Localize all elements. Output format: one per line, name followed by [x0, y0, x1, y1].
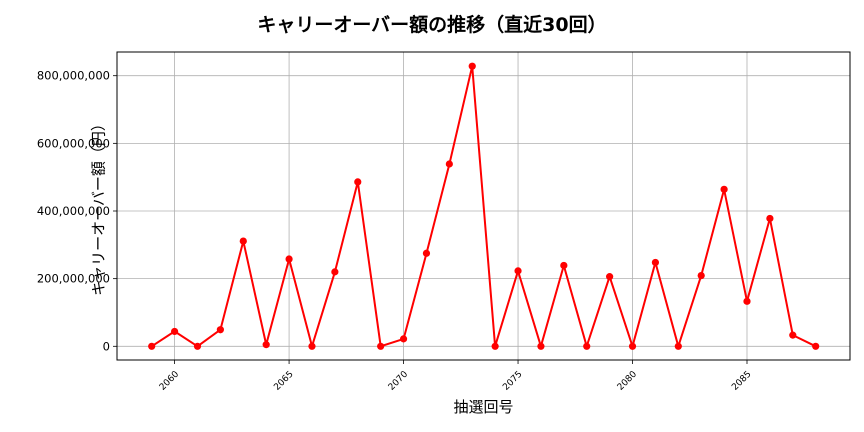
plot-frame	[116, 51, 851, 361]
data-point	[308, 342, 316, 350]
data-point	[468, 62, 476, 70]
y-tick-label: 800,000,000	[37, 69, 110, 83]
data-point	[720, 185, 728, 193]
data-point	[331, 268, 339, 276]
y-tick-label: 200,000,000	[37, 272, 110, 286]
data-point	[606, 273, 614, 281]
x-tick-label: 2070	[387, 369, 410, 392]
data-point	[537, 342, 545, 350]
data-point	[377, 342, 385, 350]
data-point	[422, 249, 431, 257]
data-point	[262, 341, 270, 349]
chart-title: キャリーオーバー額の推移（直近30回）	[257, 14, 607, 36]
data-point	[812, 342, 820, 350]
data-point	[445, 160, 453, 168]
data-point	[674, 342, 682, 350]
x-axis-label: 抽選回号	[453, 398, 514, 416]
data-point	[766, 214, 774, 223]
data-point	[171, 327, 179, 336]
data-point	[560, 261, 568, 270]
data-point	[354, 178, 362, 186]
data-point	[743, 297, 751, 305]
x-tick-label: 2075	[501, 370, 524, 393]
data-point	[491, 342, 499, 350]
data-point	[514, 267, 522, 275]
x-tick-label: 2065	[272, 370, 295, 393]
y-tick-label: 600,000,000	[37, 136, 110, 150]
data-point	[216, 326, 224, 334]
data-point	[193, 342, 202, 350]
data-point	[239, 237, 247, 245]
x-tick-label: 2085	[730, 370, 753, 393]
data-point	[583, 342, 591, 350]
x-tick-label: 2080	[616, 369, 639, 392]
data-point	[628, 342, 637, 350]
data-point	[399, 335, 408, 343]
data-point	[148, 342, 156, 350]
data-point	[789, 331, 797, 339]
x-tick-label: 2060	[158, 369, 181, 392]
data-point	[651, 258, 660, 267]
data-point	[697, 272, 705, 280]
data-point	[285, 255, 293, 263]
y-tick-label: 400,000,000	[37, 204, 110, 218]
data-line	[151, 65, 817, 348]
y-tick-label: 0	[103, 339, 110, 353]
y-axis-label: キャリーオーバー額（円）	[89, 116, 108, 296]
